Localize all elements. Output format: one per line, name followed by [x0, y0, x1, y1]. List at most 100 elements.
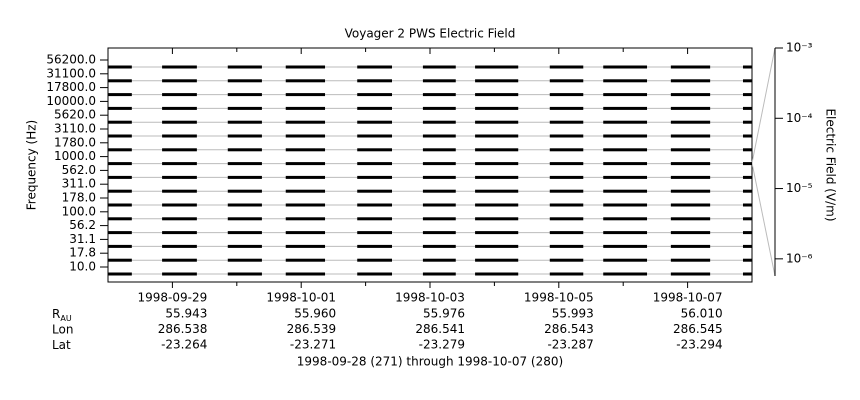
data-segment: [422, 79, 456, 83]
ephemeris-value: 286.545: [673, 322, 723, 336]
x-tick-label: 1998-10-05: [524, 291, 594, 305]
data-segment: [227, 106, 262, 110]
data-segment: [549, 79, 584, 83]
data-segment: [162, 231, 197, 235]
data-segment: [475, 93, 519, 97]
data-segment: [285, 134, 326, 138]
data-segment: [603, 65, 648, 69]
data-segment: [742, 134, 752, 138]
data-segment: [549, 120, 584, 124]
data-segment: [670, 244, 711, 248]
data-segment: [742, 272, 752, 276]
data-segment: [108, 65, 132, 69]
data-segment: [285, 93, 326, 97]
data-segment: [549, 203, 584, 207]
data-segment: [285, 79, 326, 83]
data-segment: [108, 231, 132, 235]
data-segment: [285, 106, 326, 110]
y-tick-label: 311.0: [62, 177, 96, 191]
data-segment: [422, 203, 456, 207]
data-segment: [475, 65, 519, 69]
data-segment: [108, 189, 132, 193]
chart-title: Voyager 2 PWS Electric Field: [345, 27, 516, 41]
data-segment: [162, 175, 197, 179]
data-segment: [475, 244, 519, 248]
data-segment: [475, 217, 519, 221]
data-segment: [603, 148, 648, 152]
data-segment: [357, 244, 393, 248]
data-segment: [603, 120, 648, 124]
data-segment: [108, 175, 132, 179]
data-segment: [422, 106, 456, 110]
data-segment: [422, 134, 456, 138]
data-segment: [422, 148, 456, 152]
data-segment: [422, 217, 456, 221]
y-tick-label: 562.0: [62, 163, 96, 177]
data-segment: [603, 244, 648, 248]
data-segment: [227, 231, 262, 235]
data-segment: [475, 106, 519, 110]
data-segment: [549, 162, 584, 166]
data-segment: [285, 65, 326, 69]
data-segment: [162, 106, 197, 110]
data-segment: [162, 148, 197, 152]
data-segment: [475, 162, 519, 166]
ephemeris-value: -23.279: [419, 338, 465, 352]
data-segment: [603, 93, 648, 97]
data-segment: [670, 120, 711, 124]
x-tick-label: 1998-10-07: [653, 291, 723, 305]
data-segment: [422, 244, 456, 248]
data-segment: [603, 217, 648, 221]
data-segment: [227, 203, 262, 207]
data-segment: [227, 272, 262, 276]
data-segment: [742, 175, 752, 179]
data-segment: [549, 231, 584, 235]
ephemeris-label: Lat: [52, 338, 71, 352]
data-segment: [227, 134, 262, 138]
data-segment: [162, 162, 197, 166]
data-segment: [357, 175, 393, 179]
data-segment: [227, 162, 262, 166]
data-segment: [162, 258, 197, 262]
data-segment: [549, 258, 584, 262]
y-tick-label: 10.0: [69, 260, 96, 274]
data-segment: [549, 106, 584, 110]
ephemeris-value: -23.294: [676, 338, 722, 352]
footer: 1998-09-28 (271) through 1998-10-07 (280…: [297, 355, 563, 369]
data-segment: [227, 175, 262, 179]
data-segment: [670, 175, 711, 179]
data-segment: [285, 217, 326, 221]
data-segment: [227, 93, 262, 97]
data-segment: [475, 272, 519, 276]
data-segment: [422, 120, 456, 124]
data-segment: [742, 79, 752, 83]
data-segment: [357, 65, 393, 69]
y-tick-label: 100.0: [62, 204, 96, 218]
ephemeris-value: 55.960: [294, 307, 336, 321]
y-tick-label: 31.1: [69, 232, 96, 246]
ephemeris-value: 55.976: [423, 307, 465, 321]
data-segment: [742, 106, 752, 110]
data-segment: [549, 189, 584, 193]
data-segment: [742, 231, 752, 235]
data-segment: [670, 148, 711, 152]
data-segment: [357, 93, 393, 97]
data-segment: [227, 65, 262, 69]
data-segment: [670, 106, 711, 110]
data-segment: [549, 272, 584, 276]
data-segment: [108, 79, 132, 83]
data-segment: [549, 175, 584, 179]
data-segment: [670, 203, 711, 207]
y-tick-label: 10000.0: [46, 94, 96, 108]
y-tick-label: 31100.0: [46, 66, 96, 80]
data-segment: [227, 189, 262, 193]
data-segment: [162, 79, 197, 83]
data-segment: [357, 231, 393, 235]
data-segment: [162, 217, 197, 221]
y-tick-label: 56200.0: [46, 53, 96, 67]
data-segment: [162, 189, 197, 193]
data-segment: [357, 272, 393, 276]
data-segment: [670, 231, 711, 235]
data-segment: [108, 244, 132, 248]
data-segment: [603, 272, 648, 276]
